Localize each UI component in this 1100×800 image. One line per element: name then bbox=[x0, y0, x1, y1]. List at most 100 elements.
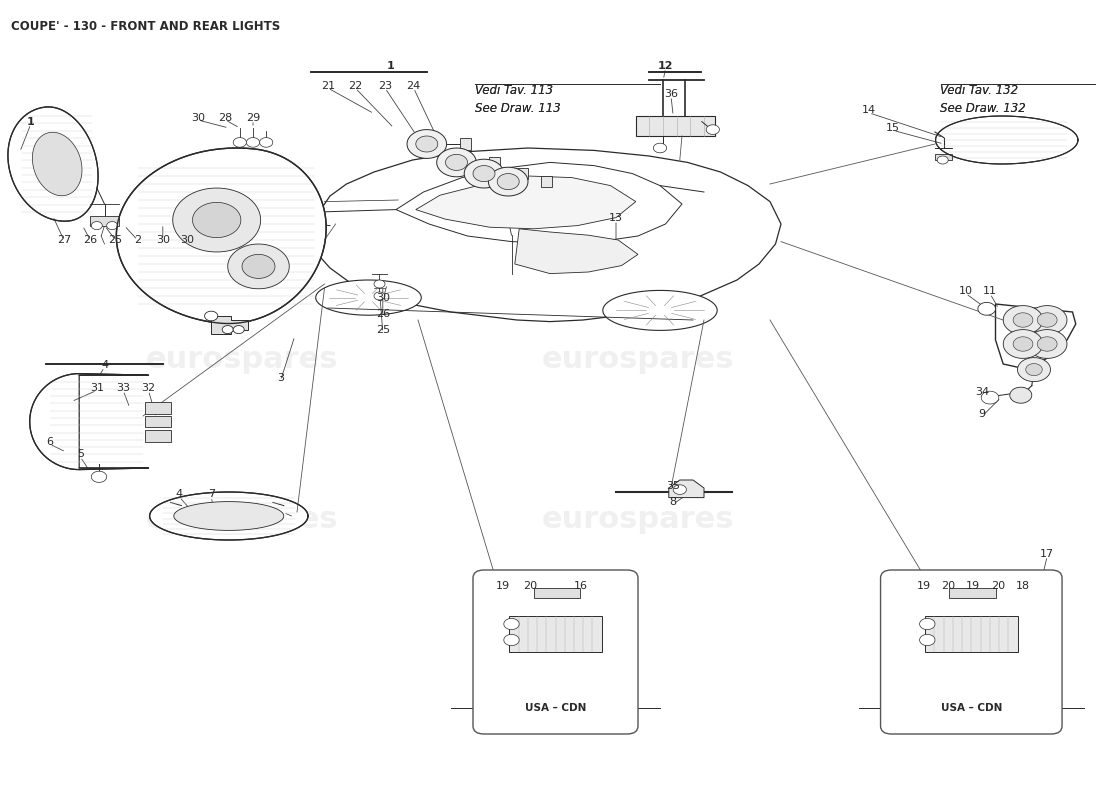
Polygon shape bbox=[145, 416, 170, 427]
Polygon shape bbox=[174, 502, 284, 530]
Text: 2: 2 bbox=[134, 235, 141, 245]
Text: 28: 28 bbox=[219, 113, 232, 122]
Polygon shape bbox=[374, 280, 385, 288]
Polygon shape bbox=[173, 188, 261, 252]
Polygon shape bbox=[473, 166, 495, 182]
Polygon shape bbox=[228, 244, 289, 289]
Polygon shape bbox=[90, 216, 119, 226]
Text: 31: 31 bbox=[90, 383, 103, 393]
Polygon shape bbox=[653, 143, 667, 153]
Polygon shape bbox=[211, 316, 248, 334]
Text: 14: 14 bbox=[862, 106, 876, 115]
Polygon shape bbox=[669, 480, 704, 498]
Polygon shape bbox=[490, 157, 500, 168]
Text: 30: 30 bbox=[180, 235, 194, 245]
Polygon shape bbox=[222, 326, 233, 334]
Bar bbox=[925, 616, 1018, 652]
Text: 12: 12 bbox=[658, 61, 673, 70]
Text: 35: 35 bbox=[667, 481, 680, 490]
Polygon shape bbox=[1027, 306, 1067, 334]
Text: 30: 30 bbox=[191, 113, 205, 122]
Polygon shape bbox=[935, 154, 952, 160]
Polygon shape bbox=[8, 107, 98, 221]
Polygon shape bbox=[396, 162, 682, 243]
Polygon shape bbox=[1013, 337, 1033, 351]
Text: See Draw. 113: See Draw. 113 bbox=[475, 102, 561, 115]
Text: 30: 30 bbox=[376, 293, 389, 302]
Polygon shape bbox=[145, 430, 170, 442]
Polygon shape bbox=[1037, 313, 1057, 327]
Polygon shape bbox=[1010, 387, 1032, 403]
Polygon shape bbox=[308, 148, 781, 322]
Text: 18: 18 bbox=[1016, 581, 1030, 590]
Text: 10: 10 bbox=[959, 286, 972, 296]
Text: 26: 26 bbox=[376, 310, 389, 319]
Text: eurospares: eurospares bbox=[145, 346, 339, 374]
Text: COUPE' - 130 - FRONT AND REAR LIGHTS: COUPE' - 130 - FRONT AND REAR LIGHTS bbox=[11, 20, 280, 33]
Polygon shape bbox=[91, 471, 107, 482]
Text: 23: 23 bbox=[378, 81, 392, 90]
Polygon shape bbox=[446, 154, 468, 170]
Polygon shape bbox=[504, 634, 519, 646]
Polygon shape bbox=[1003, 306, 1043, 334]
Polygon shape bbox=[145, 402, 170, 414]
Text: 15: 15 bbox=[887, 123, 900, 133]
Text: eurospares: eurospares bbox=[145, 506, 339, 534]
Text: 27: 27 bbox=[57, 235, 70, 245]
Polygon shape bbox=[1013, 313, 1033, 327]
Text: 7: 7 bbox=[208, 490, 214, 499]
Polygon shape bbox=[504, 618, 519, 630]
Polygon shape bbox=[316, 280, 421, 315]
Text: 22: 22 bbox=[349, 81, 362, 90]
Text: 34: 34 bbox=[976, 387, 989, 397]
Text: See Draw. 132: See Draw. 132 bbox=[940, 102, 1026, 115]
Polygon shape bbox=[996, 304, 1076, 370]
Text: 33: 33 bbox=[117, 383, 130, 393]
Text: 4: 4 bbox=[176, 490, 183, 499]
Text: 9: 9 bbox=[979, 409, 986, 418]
Polygon shape bbox=[981, 391, 999, 404]
Polygon shape bbox=[1018, 358, 1050, 382]
Polygon shape bbox=[1026, 364, 1043, 375]
Polygon shape bbox=[374, 292, 385, 300]
Text: Vedi Tav. 113: Vedi Tav. 113 bbox=[475, 84, 553, 97]
Text: 19: 19 bbox=[496, 581, 509, 590]
Polygon shape bbox=[1027, 330, 1067, 358]
Polygon shape bbox=[233, 326, 244, 334]
Polygon shape bbox=[30, 374, 148, 470]
Text: Vedi Tav. 113: Vedi Tav. 113 bbox=[475, 84, 553, 97]
Text: 19: 19 bbox=[917, 581, 931, 590]
Polygon shape bbox=[246, 138, 260, 147]
Text: 3: 3 bbox=[277, 374, 284, 383]
Polygon shape bbox=[497, 174, 519, 190]
Text: 17: 17 bbox=[1041, 549, 1054, 558]
Polygon shape bbox=[117, 148, 327, 323]
Text: 29: 29 bbox=[246, 113, 260, 122]
Polygon shape bbox=[150, 492, 308, 540]
Text: Vedi Tav. 132: Vedi Tav. 132 bbox=[940, 84, 1019, 97]
Text: 36: 36 bbox=[664, 89, 678, 98]
Polygon shape bbox=[949, 588, 996, 598]
Text: 32: 32 bbox=[142, 383, 155, 393]
Polygon shape bbox=[1037, 337, 1057, 351]
Polygon shape bbox=[936, 116, 1078, 164]
Polygon shape bbox=[107, 222, 118, 230]
Polygon shape bbox=[242, 254, 275, 278]
Text: 6: 6 bbox=[46, 437, 53, 446]
Polygon shape bbox=[937, 156, 948, 164]
Polygon shape bbox=[416, 136, 438, 152]
Polygon shape bbox=[541, 176, 552, 187]
Text: See Draw. 132: See Draw. 132 bbox=[940, 102, 1026, 115]
Polygon shape bbox=[488, 167, 528, 196]
Polygon shape bbox=[920, 618, 935, 630]
FancyBboxPatch shape bbox=[473, 570, 638, 734]
Text: USA – CDN: USA – CDN bbox=[525, 703, 586, 714]
Text: 26: 26 bbox=[84, 235, 97, 245]
Polygon shape bbox=[534, 588, 580, 598]
Text: 8: 8 bbox=[670, 497, 676, 506]
Text: eurospares: eurospares bbox=[541, 346, 735, 374]
Text: 16: 16 bbox=[574, 581, 587, 590]
Polygon shape bbox=[416, 176, 636, 229]
Polygon shape bbox=[233, 138, 246, 147]
Text: 4: 4 bbox=[101, 360, 108, 370]
